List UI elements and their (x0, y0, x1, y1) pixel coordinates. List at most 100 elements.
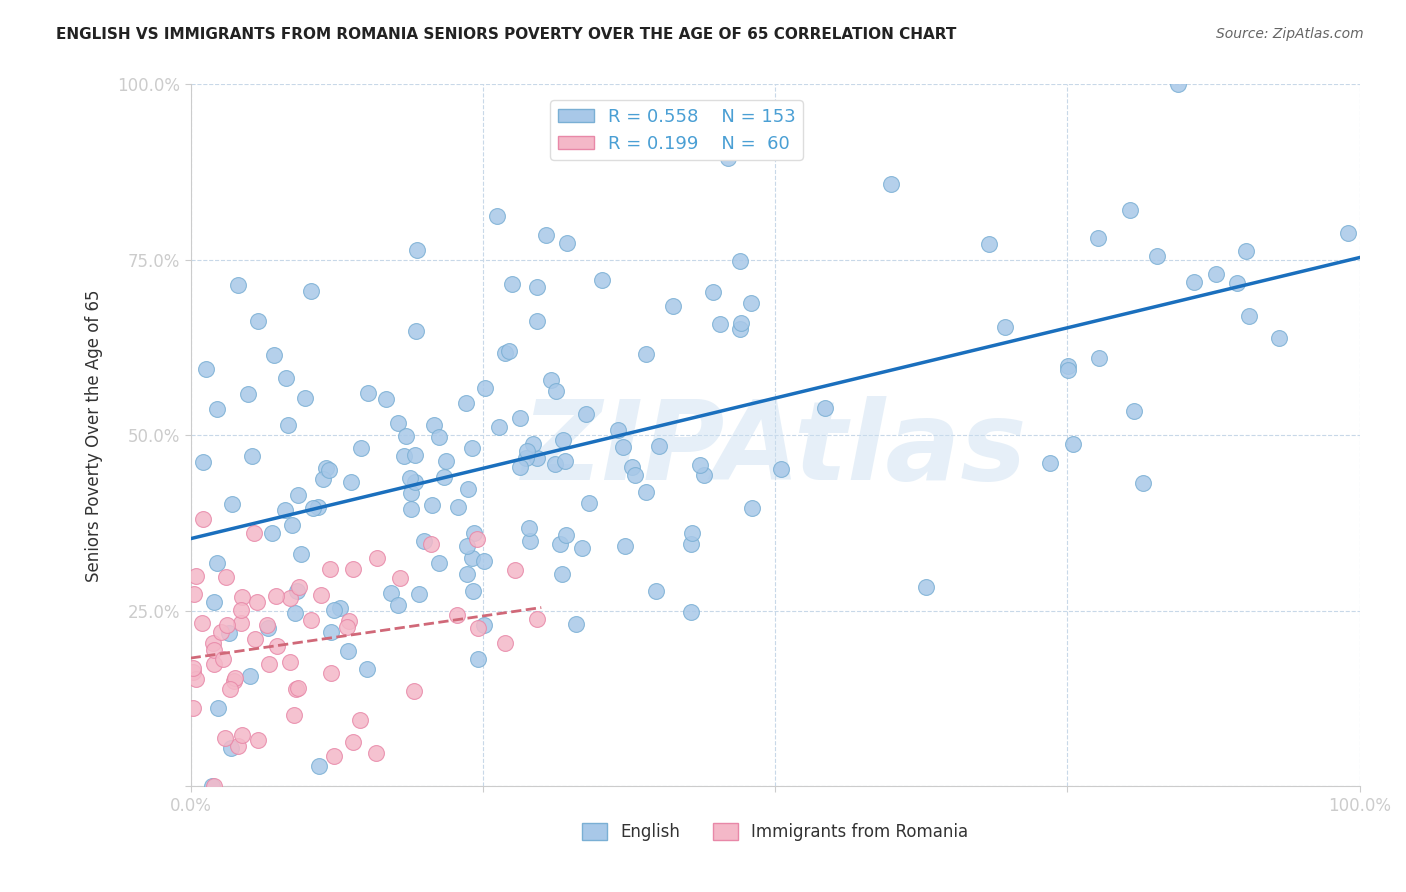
Point (322, 748, 344, 763)
Point (229, 616, 252, 631)
Point (336, 644, 359, 658)
Point (515, 450, 537, 465)
Point (274, 503, 297, 517)
Point (281, 518, 304, 533)
Point (1057, 359, 1080, 373)
Point (728, 254, 751, 268)
Point (463, 526, 485, 541)
Point (264, 589, 287, 603)
Point (321, 624, 343, 639)
Point (498, 343, 520, 358)
Point (207, 402, 229, 417)
Point (553, 433, 575, 447)
Point (319, 562, 342, 576)
Point (994, 320, 1017, 334)
Y-axis label: Seniors Poverty Over the Age of 65: Seniors Poverty Over the Age of 65 (86, 289, 103, 582)
Point (226, 739, 249, 754)
Point (329, 601, 352, 615)
Point (977, 237, 1000, 252)
Point (228, 278, 250, 293)
Point (522, 437, 544, 451)
Point (494, 636, 516, 650)
Point (308, 758, 330, 772)
Point (540, 373, 562, 387)
Point (770, 461, 793, 475)
Point (574, 407, 596, 421)
Point (387, 416, 409, 430)
Point (308, 500, 330, 514)
Point (578, 496, 600, 510)
Point (460, 551, 482, 566)
Point (509, 411, 531, 425)
Point (456, 567, 478, 582)
Point (740, 296, 762, 310)
Point (357, 386, 380, 401)
Point (278, 591, 301, 605)
Point (201, 779, 224, 793)
Point (591, 273, 613, 287)
Point (679, 606, 702, 620)
Point (1132, 476, 1154, 491)
Point (456, 539, 478, 553)
Point (607, 423, 630, 437)
Point (231, 728, 253, 742)
Point (526, 612, 548, 626)
Point (681, 536, 703, 550)
Point (402, 683, 425, 698)
Point (564, 617, 586, 632)
Point (356, 661, 378, 675)
Point (236, 386, 259, 401)
Point (214, 569, 236, 583)
Point (191, 616, 214, 631)
Point (554, 454, 576, 468)
Point (299, 614, 322, 628)
Point (247, 314, 270, 328)
Point (193, 512, 215, 526)
Point (263, 349, 285, 363)
Point (302, 501, 325, 516)
Point (1237, 310, 1260, 324)
Point (202, 642, 225, 657)
Point (224, 671, 246, 685)
Point (467, 622, 489, 636)
Point (214, 731, 236, 746)
Point (387, 598, 409, 612)
Point (644, 584, 666, 599)
Point (1062, 437, 1084, 451)
Point (388, 571, 411, 585)
Point (474, 381, 496, 395)
Point (246, 732, 269, 747)
Point (728, 322, 751, 336)
Point (240, 450, 263, 464)
Point (299, 284, 322, 298)
Point (229, 603, 252, 617)
Point (914, 580, 936, 594)
Point (454, 396, 477, 410)
Point (446, 608, 468, 623)
Point (181, 701, 204, 715)
Point (221, 497, 243, 511)
Point (312, 472, 335, 486)
Point (702, 285, 724, 300)
Point (202, 779, 225, 793)
Point (181, 661, 204, 675)
Point (717, 151, 740, 165)
Point (183, 587, 205, 601)
Point (256, 621, 278, 635)
Point (548, 537, 571, 551)
Point (207, 700, 229, 714)
Point (274, 371, 297, 385)
Point (1088, 351, 1111, 365)
Point (202, 657, 225, 671)
Point (1146, 249, 1168, 263)
Point (434, 453, 457, 467)
Point (555, 528, 578, 542)
Point (1167, 78, 1189, 92)
Point (1039, 456, 1062, 470)
Point (536, 227, 558, 242)
Point (392, 449, 415, 463)
Point (1226, 277, 1249, 291)
Point (526, 314, 548, 328)
Point (195, 362, 218, 376)
Point (350, 441, 373, 455)
